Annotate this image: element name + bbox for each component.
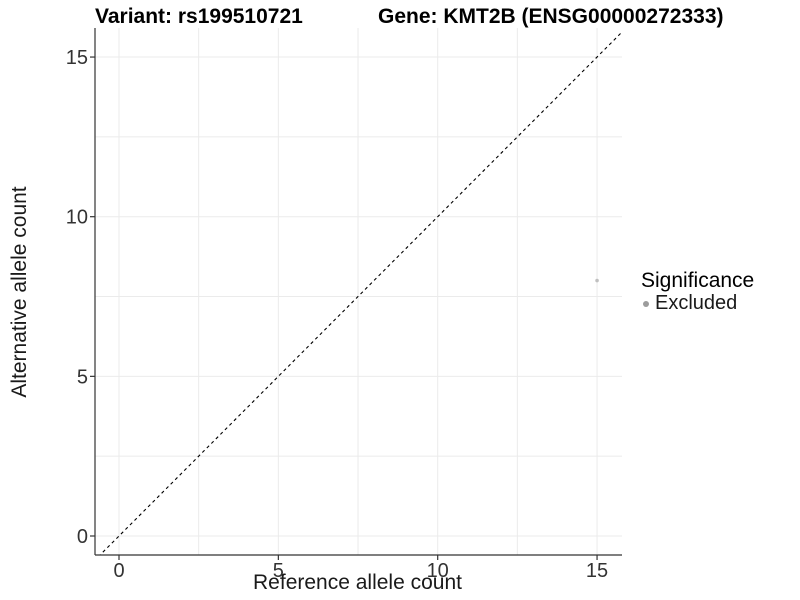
identity-reference-line bbox=[99, 31, 622, 555]
x-tick-label: 10 bbox=[427, 560, 449, 582]
x-tick-label: 15 bbox=[586, 560, 608, 582]
y-tick-label: 0 bbox=[77, 526, 88, 548]
data-point bbox=[595, 278, 599, 283]
y-tick-label: 5 bbox=[77, 366, 88, 388]
y-tick-label: 15 bbox=[66, 47, 88, 69]
x-axis-title: Reference allele count bbox=[253, 571, 462, 594]
legend-point-icon bbox=[643, 300, 649, 307]
legend: Significance Excluded bbox=[641, 270, 754, 314]
y-tick-label: 10 bbox=[66, 207, 88, 229]
x-tick-label: 5 bbox=[273, 560, 284, 582]
x-tick-label: 0 bbox=[113, 560, 124, 582]
legend-title: Significance bbox=[641, 269, 755, 292]
plot-title-variant: Variant: rs199510721 bbox=[95, 5, 303, 28]
legend-item-label: Excluded bbox=[655, 292, 738, 314]
y-axis-title: Alternative allele count bbox=[8, 186, 31, 398]
plot-title-gene: Gene: KMT2B (ENSG00000272333) bbox=[378, 5, 724, 28]
legend-item-excluded: Excluded bbox=[641, 293, 754, 314]
